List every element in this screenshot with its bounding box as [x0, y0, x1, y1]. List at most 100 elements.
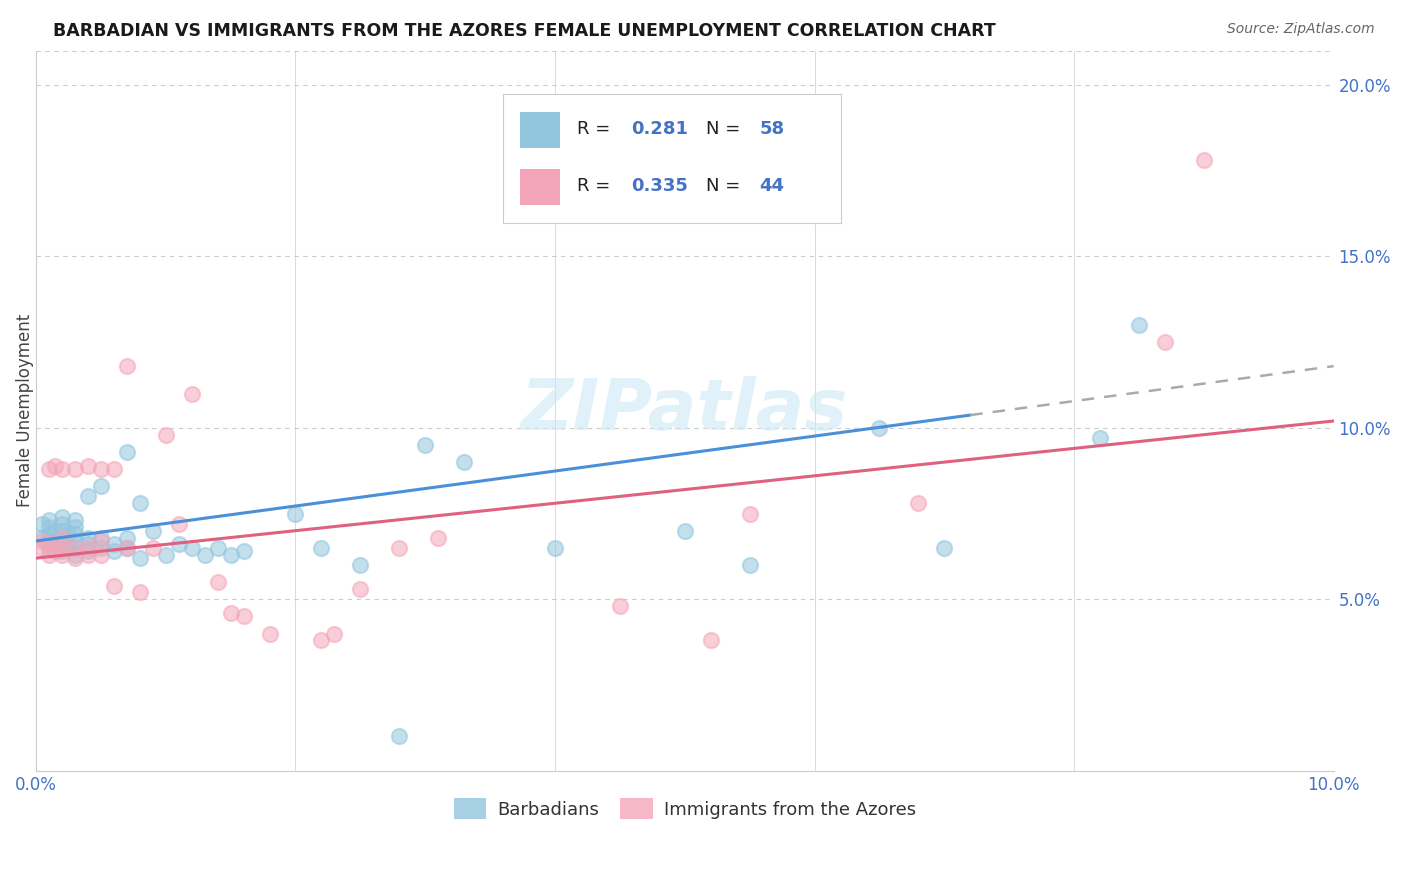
- Point: [63, 551, 86, 566]
- Point: [76, 458, 98, 473]
- Point: [38, 541, 60, 555]
- Point: [31, 533, 53, 548]
- Point: [1154, 335, 1177, 350]
- Point: [51, 548, 73, 562]
- Point: [38, 513, 60, 527]
- Point: [51, 544, 73, 558]
- Point: [90, 533, 112, 548]
- Point: [142, 524, 165, 538]
- Point: [738, 558, 761, 572]
- Point: [219, 548, 242, 562]
- Point: [427, 531, 450, 545]
- Text: Source: ZipAtlas.com: Source: ZipAtlas.com: [1227, 22, 1375, 37]
- Point: [868, 421, 890, 435]
- Point: [51, 510, 73, 524]
- Point: [453, 455, 475, 469]
- Point: [63, 533, 86, 548]
- Point: [63, 520, 86, 534]
- Point: [934, 541, 956, 555]
- Point: [38, 462, 60, 476]
- Point: [51, 537, 73, 551]
- Point: [311, 633, 333, 648]
- Point: [51, 531, 73, 545]
- Point: [90, 479, 112, 493]
- Point: [128, 496, 150, 510]
- Point: [103, 544, 125, 558]
- Point: [180, 541, 202, 555]
- Point: [219, 606, 242, 620]
- Point: [284, 507, 307, 521]
- Point: [44, 544, 66, 558]
- Point: [323, 626, 346, 640]
- Point: [76, 531, 98, 545]
- Point: [44, 537, 66, 551]
- Point: [167, 537, 190, 551]
- Point: [1088, 431, 1111, 445]
- Y-axis label: Female Unemployment: Female Unemployment: [15, 314, 34, 508]
- Point: [115, 445, 138, 459]
- Point: [76, 541, 98, 555]
- Point: [115, 541, 138, 555]
- Point: [38, 533, 60, 548]
- Point: [44, 524, 66, 538]
- Point: [63, 527, 86, 541]
- Text: BARBADIAN VS IMMIGRANTS FROM THE AZORES FEMALE UNEMPLOYMENT CORRELATION CHART: BARBADIAN VS IMMIGRANTS FROM THE AZORES …: [53, 22, 997, 40]
- Point: [673, 524, 696, 538]
- Point: [115, 541, 138, 555]
- Point: [38, 520, 60, 534]
- Point: [58, 541, 80, 555]
- Point: [63, 548, 86, 562]
- Point: [103, 537, 125, 551]
- Point: [76, 544, 98, 558]
- Point: [51, 541, 73, 555]
- Point: [738, 507, 761, 521]
- Point: [115, 531, 138, 545]
- Point: [103, 578, 125, 592]
- Text: ZIPatlas: ZIPatlas: [522, 376, 848, 445]
- Point: [1128, 318, 1150, 332]
- Point: [349, 558, 371, 572]
- Point: [76, 548, 98, 562]
- Point: [90, 462, 112, 476]
- Point: [63, 513, 86, 527]
- Point: [311, 541, 333, 555]
- Point: [90, 531, 112, 545]
- Point: [232, 609, 254, 624]
- Point: [31, 516, 53, 531]
- Point: [413, 438, 436, 452]
- Point: [155, 548, 177, 562]
- Point: [31, 541, 53, 555]
- Point: [51, 516, 73, 531]
- Point: [51, 462, 73, 476]
- Point: [38, 548, 60, 562]
- Point: [31, 531, 53, 545]
- Point: [232, 544, 254, 558]
- Point: [128, 585, 150, 599]
- Point: [1192, 153, 1215, 168]
- Point: [700, 633, 723, 648]
- Point: [155, 427, 177, 442]
- Point: [142, 541, 165, 555]
- Point: [103, 462, 125, 476]
- Point: [349, 582, 371, 596]
- Point: [259, 626, 281, 640]
- Point: [180, 386, 202, 401]
- Point: [388, 730, 411, 744]
- Point: [76, 490, 98, 504]
- Point: [167, 516, 190, 531]
- Point: [44, 458, 66, 473]
- Point: [51, 524, 73, 538]
- Point: [38, 537, 60, 551]
- Point: [115, 359, 138, 373]
- Point: [63, 541, 86, 555]
- Point: [90, 548, 112, 562]
- Point: [207, 575, 229, 590]
- Point: [207, 541, 229, 555]
- Legend: Barbadians, Immigrants from the Azores: Barbadians, Immigrants from the Azores: [446, 791, 924, 827]
- Point: [90, 541, 112, 555]
- Point: [51, 531, 73, 545]
- Point: [128, 551, 150, 566]
- Point: [38, 527, 60, 541]
- Point: [63, 462, 86, 476]
- Point: [907, 496, 929, 510]
